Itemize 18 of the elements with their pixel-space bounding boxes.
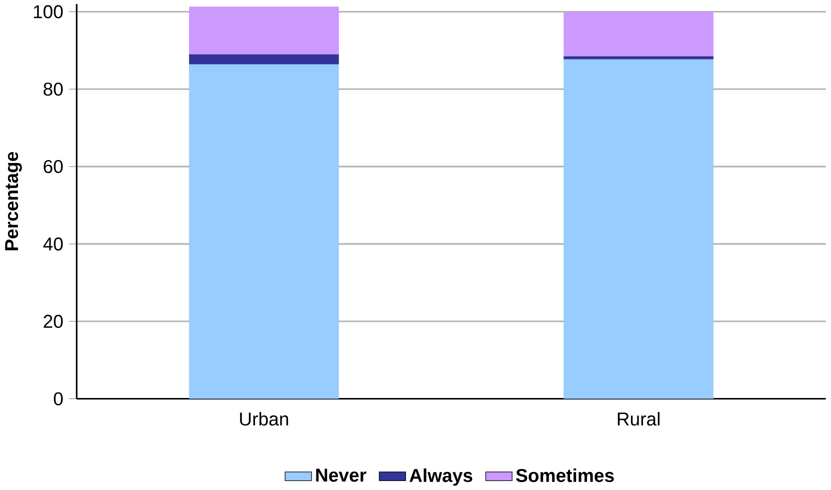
- y-tick-label: 40: [43, 237, 63, 250]
- y-tick-label: 60: [44, 160, 63, 173]
- bar: [564, 56, 714, 60]
- y-tick-label: 0: [54, 392, 63, 406]
- y-axis-title: Percentage: [5, 152, 22, 250]
- bar: [564, 59, 714, 399]
- bar: [189, 6, 339, 54]
- bar: [564, 12, 714, 56]
- y-tick-label: 20: [44, 314, 63, 328]
- y-tick-label: 80: [44, 82, 63, 96]
- legend-label: Sometimes: [516, 468, 614, 482]
- legend-label: Never: [316, 468, 366, 482]
- legend-label: Always: [410, 468, 472, 486]
- bar: [189, 54, 339, 64]
- bar: [189, 64, 339, 399]
- x-tick-label: Rural: [618, 412, 660, 426]
- x-tick-label: Urban: [240, 412, 288, 426]
- y-tick-label: 100: [34, 4, 63, 18]
